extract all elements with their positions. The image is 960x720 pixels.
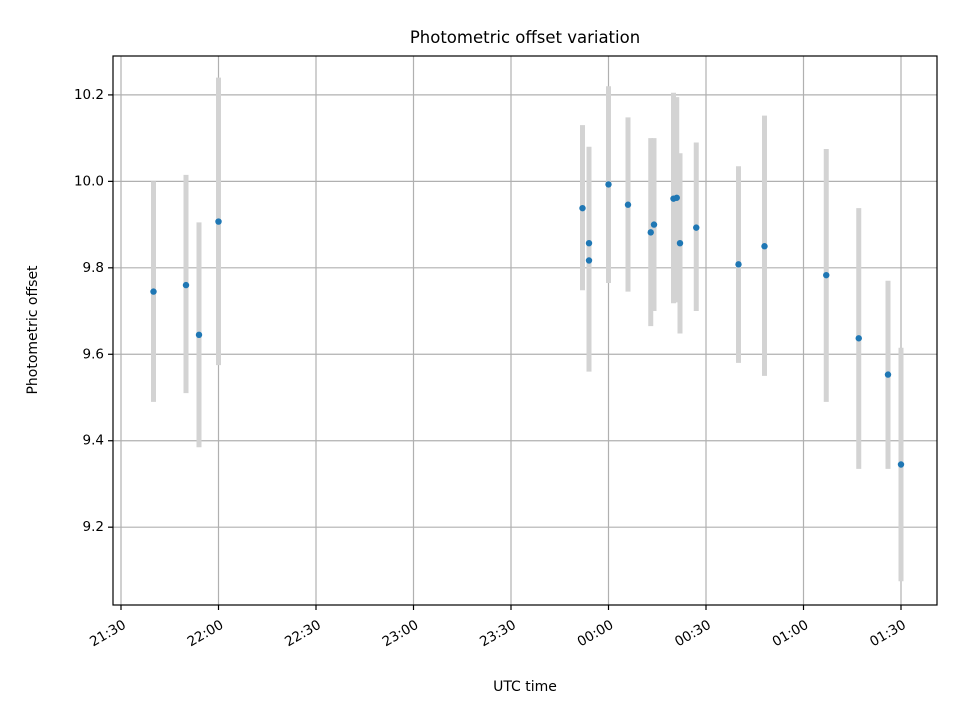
grid-lines <box>113 56 937 605</box>
data-point <box>182 281 190 289</box>
x-axis-label: UTC time <box>493 679 557 695</box>
data-point <box>585 239 593 247</box>
data-point <box>676 239 684 247</box>
y-axis-label: Photometric offset <box>25 265 41 395</box>
error-bars <box>151 77 904 582</box>
x-tick-label: 01:30 <box>867 617 909 650</box>
y-tick-label: 9.2 <box>83 519 104 535</box>
x-tick-label: 01:00 <box>770 617 812 650</box>
x-tick-label: 00:00 <box>575 617 617 650</box>
data-point <box>761 243 768 250</box>
data-point <box>647 229 654 236</box>
data-point <box>855 335 862 342</box>
y-tick-label: 9.4 <box>83 433 104 449</box>
chart-title: Photometric offset variation <box>410 28 640 47</box>
data-point <box>897 461 905 468</box>
x-tick-label: 00:30 <box>672 617 714 650</box>
data-point <box>195 331 203 339</box>
y-tick-label: 10.2 <box>74 87 104 103</box>
x-tick-label: 22:00 <box>185 617 227 650</box>
data-point <box>150 288 157 295</box>
plot-frame <box>112 55 938 606</box>
x-tick-label: 22:30 <box>282 617 324 650</box>
y-tick-label: 9.6 <box>83 346 104 362</box>
data-point <box>605 181 612 188</box>
data-point <box>823 271 830 279</box>
data-point <box>624 201 632 208</box>
data-point <box>215 218 222 225</box>
x-tick-label: 23:30 <box>477 617 519 650</box>
data-point <box>673 194 680 201</box>
y-tick-label: 9.8 <box>83 260 104 276</box>
data-point <box>579 204 586 212</box>
x-tick-label: 23:00 <box>380 617 422 650</box>
x-tick-label: 21:30 <box>87 617 129 650</box>
data-point <box>585 257 593 264</box>
data-point <box>650 221 658 228</box>
y-tick-label: 10.0 <box>74 173 104 189</box>
data-point <box>884 371 892 378</box>
data-point <box>693 224 700 231</box>
data-points <box>150 181 905 468</box>
data-point <box>735 261 742 268</box>
